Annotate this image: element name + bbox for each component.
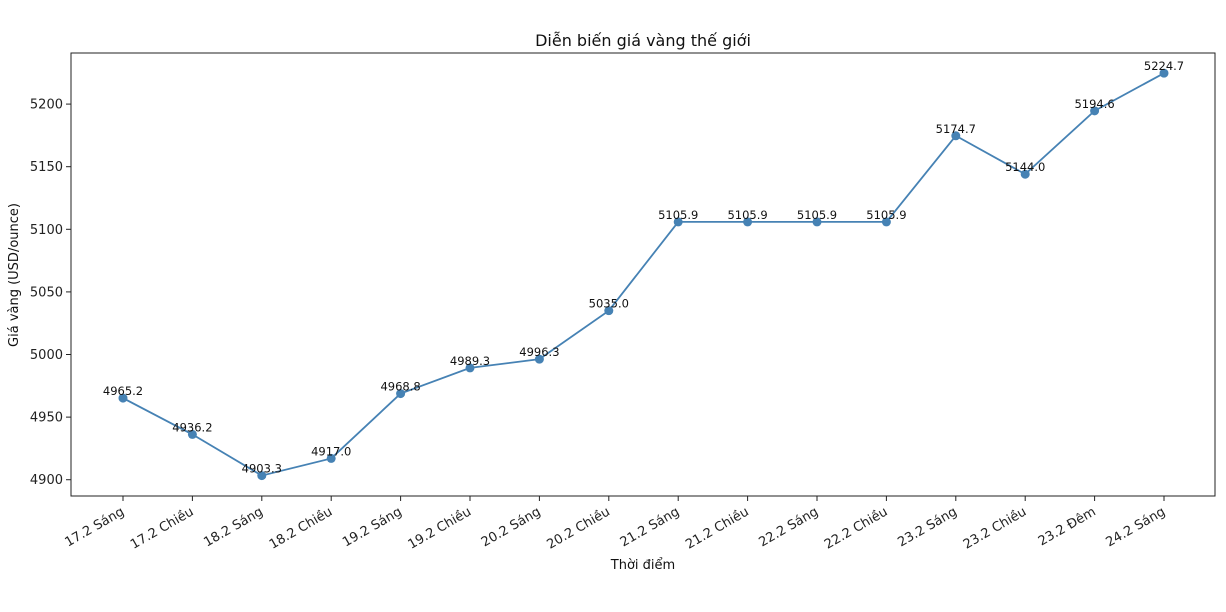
y-axis: 4900 4950 5000 5050 5100 5150 5200 bbox=[30, 98, 71, 488]
y-tick-label: 4950 bbox=[30, 411, 63, 426]
plot-frame bbox=[70, 52, 1216, 497]
x-tick-label: 24.2 Sáng bbox=[1104, 504, 1168, 550]
data-label-group: 4965.2 4936.2 4903.3 4917.0 4968.8 4989.3 4996… bbox=[103, 59, 1184, 475]
x-tick-label: 17.2 Sáng bbox=[63, 504, 127, 550]
data-point bbox=[396, 389, 406, 399]
data-label: 5224.7 bbox=[1144, 59, 1184, 73]
y-tick-label: 5050 bbox=[30, 285, 63, 300]
data-label: 5174.7 bbox=[936, 122, 976, 136]
data-label: 5144.0 bbox=[1005, 160, 1045, 174]
data-point bbox=[326, 453, 336, 463]
data-label: 4968.8 bbox=[380, 380, 420, 394]
data-point bbox=[881, 217, 891, 227]
data-label: 5105.9 bbox=[797, 208, 837, 222]
data-point bbox=[1090, 106, 1100, 116]
y-tick-label: 5100 bbox=[30, 223, 63, 238]
data-point bbox=[1020, 169, 1030, 179]
data-point bbox=[534, 354, 544, 364]
data-label: 4965.2 bbox=[103, 384, 143, 398]
data-label: 5194.6 bbox=[1074, 97, 1114, 111]
data-point bbox=[951, 131, 961, 141]
data-label: 5105.9 bbox=[866, 208, 906, 222]
x-tick-label: 22.2 Chiều bbox=[822, 504, 890, 552]
x-tick-label: 21.2 Sáng bbox=[618, 504, 682, 550]
data-label: 4903.3 bbox=[242, 462, 282, 476]
data-label: 5105.9 bbox=[658, 208, 698, 222]
data-point bbox=[812, 217, 822, 227]
series-line-group bbox=[118, 68, 1169, 481]
x-tick-label: 20.2 Sáng bbox=[479, 504, 543, 550]
x-tick-label: 23.2 Chiều bbox=[961, 504, 1029, 552]
data-point bbox=[743, 217, 753, 227]
data-point bbox=[118, 393, 128, 403]
data-label: 5035.0 bbox=[589, 297, 629, 311]
x-tick-label: 17.2 Chiều bbox=[128, 504, 196, 552]
x-axis: 17.2 Sáng 17.2 Chiều 18.2 Sáng 18.2 Chiều 19… bbox=[63, 496, 1168, 553]
data-point bbox=[257, 471, 267, 481]
y-axis-title: Giá vàng (USD/ounce) bbox=[7, 203, 22, 347]
series-line bbox=[122, 72, 1165, 477]
y-tick-label: 5150 bbox=[30, 160, 63, 175]
data-label: 4989.3 bbox=[450, 354, 490, 368]
x-tick-label: 18.2 Chiều bbox=[267, 504, 335, 552]
data-point bbox=[187, 429, 197, 439]
x-tick-label: 20.2 Chiều bbox=[544, 504, 612, 552]
x-axis-title: Thời điểm bbox=[610, 558, 675, 573]
x-tick-label: 18.2 Sáng bbox=[201, 504, 265, 550]
x-tick-label: 21.2 Chiều bbox=[683, 504, 751, 552]
x-tick-label: 23.2 Đêm bbox=[1036, 504, 1099, 549]
x-tick-label: 22.2 Sáng bbox=[757, 504, 821, 550]
y-tick-label: 4900 bbox=[30, 473, 63, 488]
data-point bbox=[1159, 68, 1169, 78]
x-tick-label: 19.2 Chiều bbox=[406, 504, 474, 552]
x-tick-label: 19.2 Sáng bbox=[340, 504, 404, 550]
y-tick-label: 5200 bbox=[30, 98, 63, 113]
x-tick-label: 23.2 Sáng bbox=[895, 504, 959, 550]
data-point bbox=[673, 217, 683, 227]
data-label: 4936.2 bbox=[172, 420, 212, 434]
y-tick-label: 5000 bbox=[30, 348, 63, 363]
data-point bbox=[604, 306, 614, 316]
data-label: 4996.3 bbox=[519, 345, 559, 359]
data-label: 5105.9 bbox=[727, 208, 767, 222]
data-point bbox=[465, 363, 475, 373]
data-label: 4917.0 bbox=[311, 444, 351, 458]
chart-title: Diễn biến giá vàng thế giới bbox=[535, 31, 751, 50]
